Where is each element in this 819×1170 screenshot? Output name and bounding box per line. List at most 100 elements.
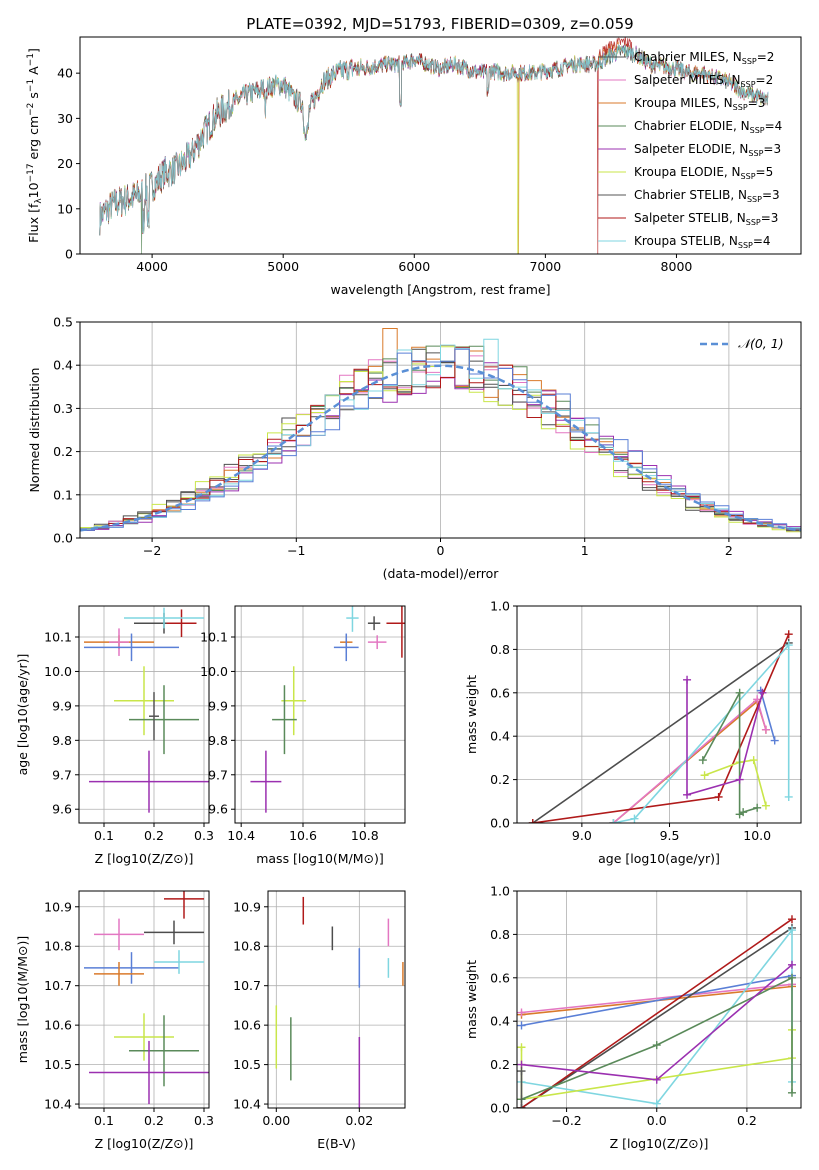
y-tick-label: 9.8	[208, 733, 228, 748]
weight-marker	[787, 960, 796, 969]
x-tick-label: 0.3	[194, 1113, 214, 1128]
errorbar-point	[272, 685, 297, 755]
plot-mass_vs_Z: 0.1 0.2 0.3 10.4 10.5 10.6 10.7 10.8 10.9 Z [log1…	[15, 890, 214, 1151]
x-axis-label: E(B-V)	[317, 1136, 356, 1151]
errorbar-point	[94, 918, 144, 951]
errorbar-point	[94, 962, 144, 986]
y-tick-label: 10.4	[44, 1097, 72, 1112]
axes: −0.2 0.0 0.2 0.0 0.2 0.4 0.6 0.8 1.0	[490, 884, 802, 1128]
y-tick-label: 9.7	[52, 767, 72, 782]
x-tick-label: 10.0	[743, 828, 771, 843]
spectrum-line-kroupa-stelib	[99, 43, 769, 236]
errorbar-point	[84, 633, 179, 662]
weight-marker	[517, 1067, 526, 1076]
y-tick-label: 9.7	[208, 767, 228, 782]
y-axis-label: mass [log10(M/M⊙)]	[15, 936, 30, 1064]
y-tick-label: 0.0	[490, 1101, 510, 1116]
weight-series-kroupa-stelib	[609, 641, 793, 823]
weight-marker	[517, 1104, 526, 1108]
weight-marker	[787, 1088, 796, 1097]
weight-marker	[784, 792, 793, 801]
weight-marker	[761, 725, 770, 734]
errorbar-point	[386, 606, 405, 658]
y-tick-label: 0.3	[53, 401, 73, 416]
x-tick-label: 5000	[267, 259, 299, 274]
x-tick-label: 9.5	[660, 828, 680, 843]
y-tick-label: 1.0	[490, 599, 510, 614]
legend-label: Salpeter MILES, NSSP=2	[634, 73, 773, 89]
y-tick-label: 10.6	[44, 1018, 72, 1033]
weight-marker	[700, 771, 709, 780]
hist-blue	[80, 348, 801, 534]
legend-label: Kroupa MILES, NSSP=3	[634, 96, 765, 112]
weight-marker	[758, 688, 767, 697]
weight-line	[521, 927, 793, 1108]
x-tick-label: 10.8	[351, 828, 379, 843]
y-axis-label: Flux [fλ10−17 erg cm−2 s−1 A−1]	[26, 48, 44, 243]
y-tick-label: 10.0	[200, 664, 228, 679]
y-axis-label: mass weight	[464, 675, 479, 754]
y-tick-label: 0.0	[53, 531, 73, 546]
errorbar-point	[166, 609, 197, 637]
weight-series-salpeter-stelib	[528, 630, 793, 823]
grid	[79, 891, 209, 1108]
errorbar-point	[129, 685, 199, 755]
weight-marker	[784, 630, 793, 639]
weight-marker	[698, 756, 707, 765]
y-tick-label: 10.1	[200, 630, 228, 645]
axes: 9.0 9.5 10.0 0.0 0.2 0.4 0.6 0.8 1.0	[490, 599, 802, 843]
weight-line	[613, 642, 790, 823]
weight-marker	[517, 1043, 526, 1052]
x-tick-label: 10.6	[289, 828, 317, 843]
weight-marker	[787, 926, 796, 935]
y-tick-label: 0.4	[53, 358, 73, 373]
x-axis-label: (data-model)/error	[383, 566, 500, 581]
weight-marker	[517, 1021, 526, 1030]
axes-frame	[234, 605, 406, 824]
x-tick-label: 0.2	[144, 828, 164, 843]
x-tick-label: 0.02	[345, 1113, 373, 1128]
y-tick-label: 0.8	[490, 642, 510, 657]
weight-marker	[770, 736, 779, 745]
axes-frame	[516, 890, 802, 1109]
x-tick-label: 0	[437, 543, 445, 558]
y-tick-label: 0.6	[490, 685, 510, 700]
legend-label: 𝒩(0, 1)	[738, 336, 784, 351]
y-tick-label: 0.4	[490, 1014, 510, 1029]
weight-marker	[739, 808, 748, 817]
y-tick-label: 10.8	[233, 939, 261, 954]
weight-marker	[517, 1008, 526, 1017]
weight-marker	[683, 790, 692, 799]
x-tick-label: 0.00	[262, 1113, 290, 1128]
y-tick-label: 10.5	[233, 1057, 261, 1072]
weight-marker	[683, 675, 692, 684]
weight-marker	[735, 688, 744, 697]
y-tick-label: 10.7	[44, 978, 72, 993]
weight-series-chabrier-stelib	[517, 1067, 526, 1108]
y-tick-label: 1.0	[490, 884, 510, 899]
x-tick-label: 2	[725, 543, 733, 558]
weight-line	[704, 759, 767, 806]
x-tick-label: 0.0	[647, 1113, 667, 1128]
weight-series-chabrier-elodie	[698, 688, 762, 819]
errorbar-point	[129, 1015, 199, 1087]
y-tick-label: 9.8	[52, 733, 72, 748]
weight-marker	[652, 1099, 661, 1108]
plot-area	[528, 630, 793, 823]
y-tick-label: 10.1	[44, 630, 72, 645]
plot-weight_vs_Z: −0.2 0.0 0.2 0.0 0.2 0.4 0.6 0.8 1.0 Z [log10(Z/Z…	[464, 884, 802, 1151]
weight-line	[521, 918, 793, 1108]
legend-label: Salpeter STELIB, NSSP=3	[634, 211, 778, 227]
x-tick-label: 0.2	[144, 1113, 164, 1128]
y-tick-label: 10	[57, 201, 73, 216]
legend-label: Salpeter ELODIE, NSSP=3	[634, 142, 781, 158]
weight-line	[521, 974, 793, 1027]
y-tick-label: 10.8	[44, 939, 72, 954]
y-tick-label: 0.2	[53, 444, 73, 459]
plot-area	[84, 891, 209, 1105]
errorbar-point	[333, 633, 359, 662]
grid	[268, 891, 405, 1108]
x-axis-label: wavelength [Angstrom, rest frame]	[330, 282, 550, 297]
axes-frame	[267, 890, 406, 1109]
